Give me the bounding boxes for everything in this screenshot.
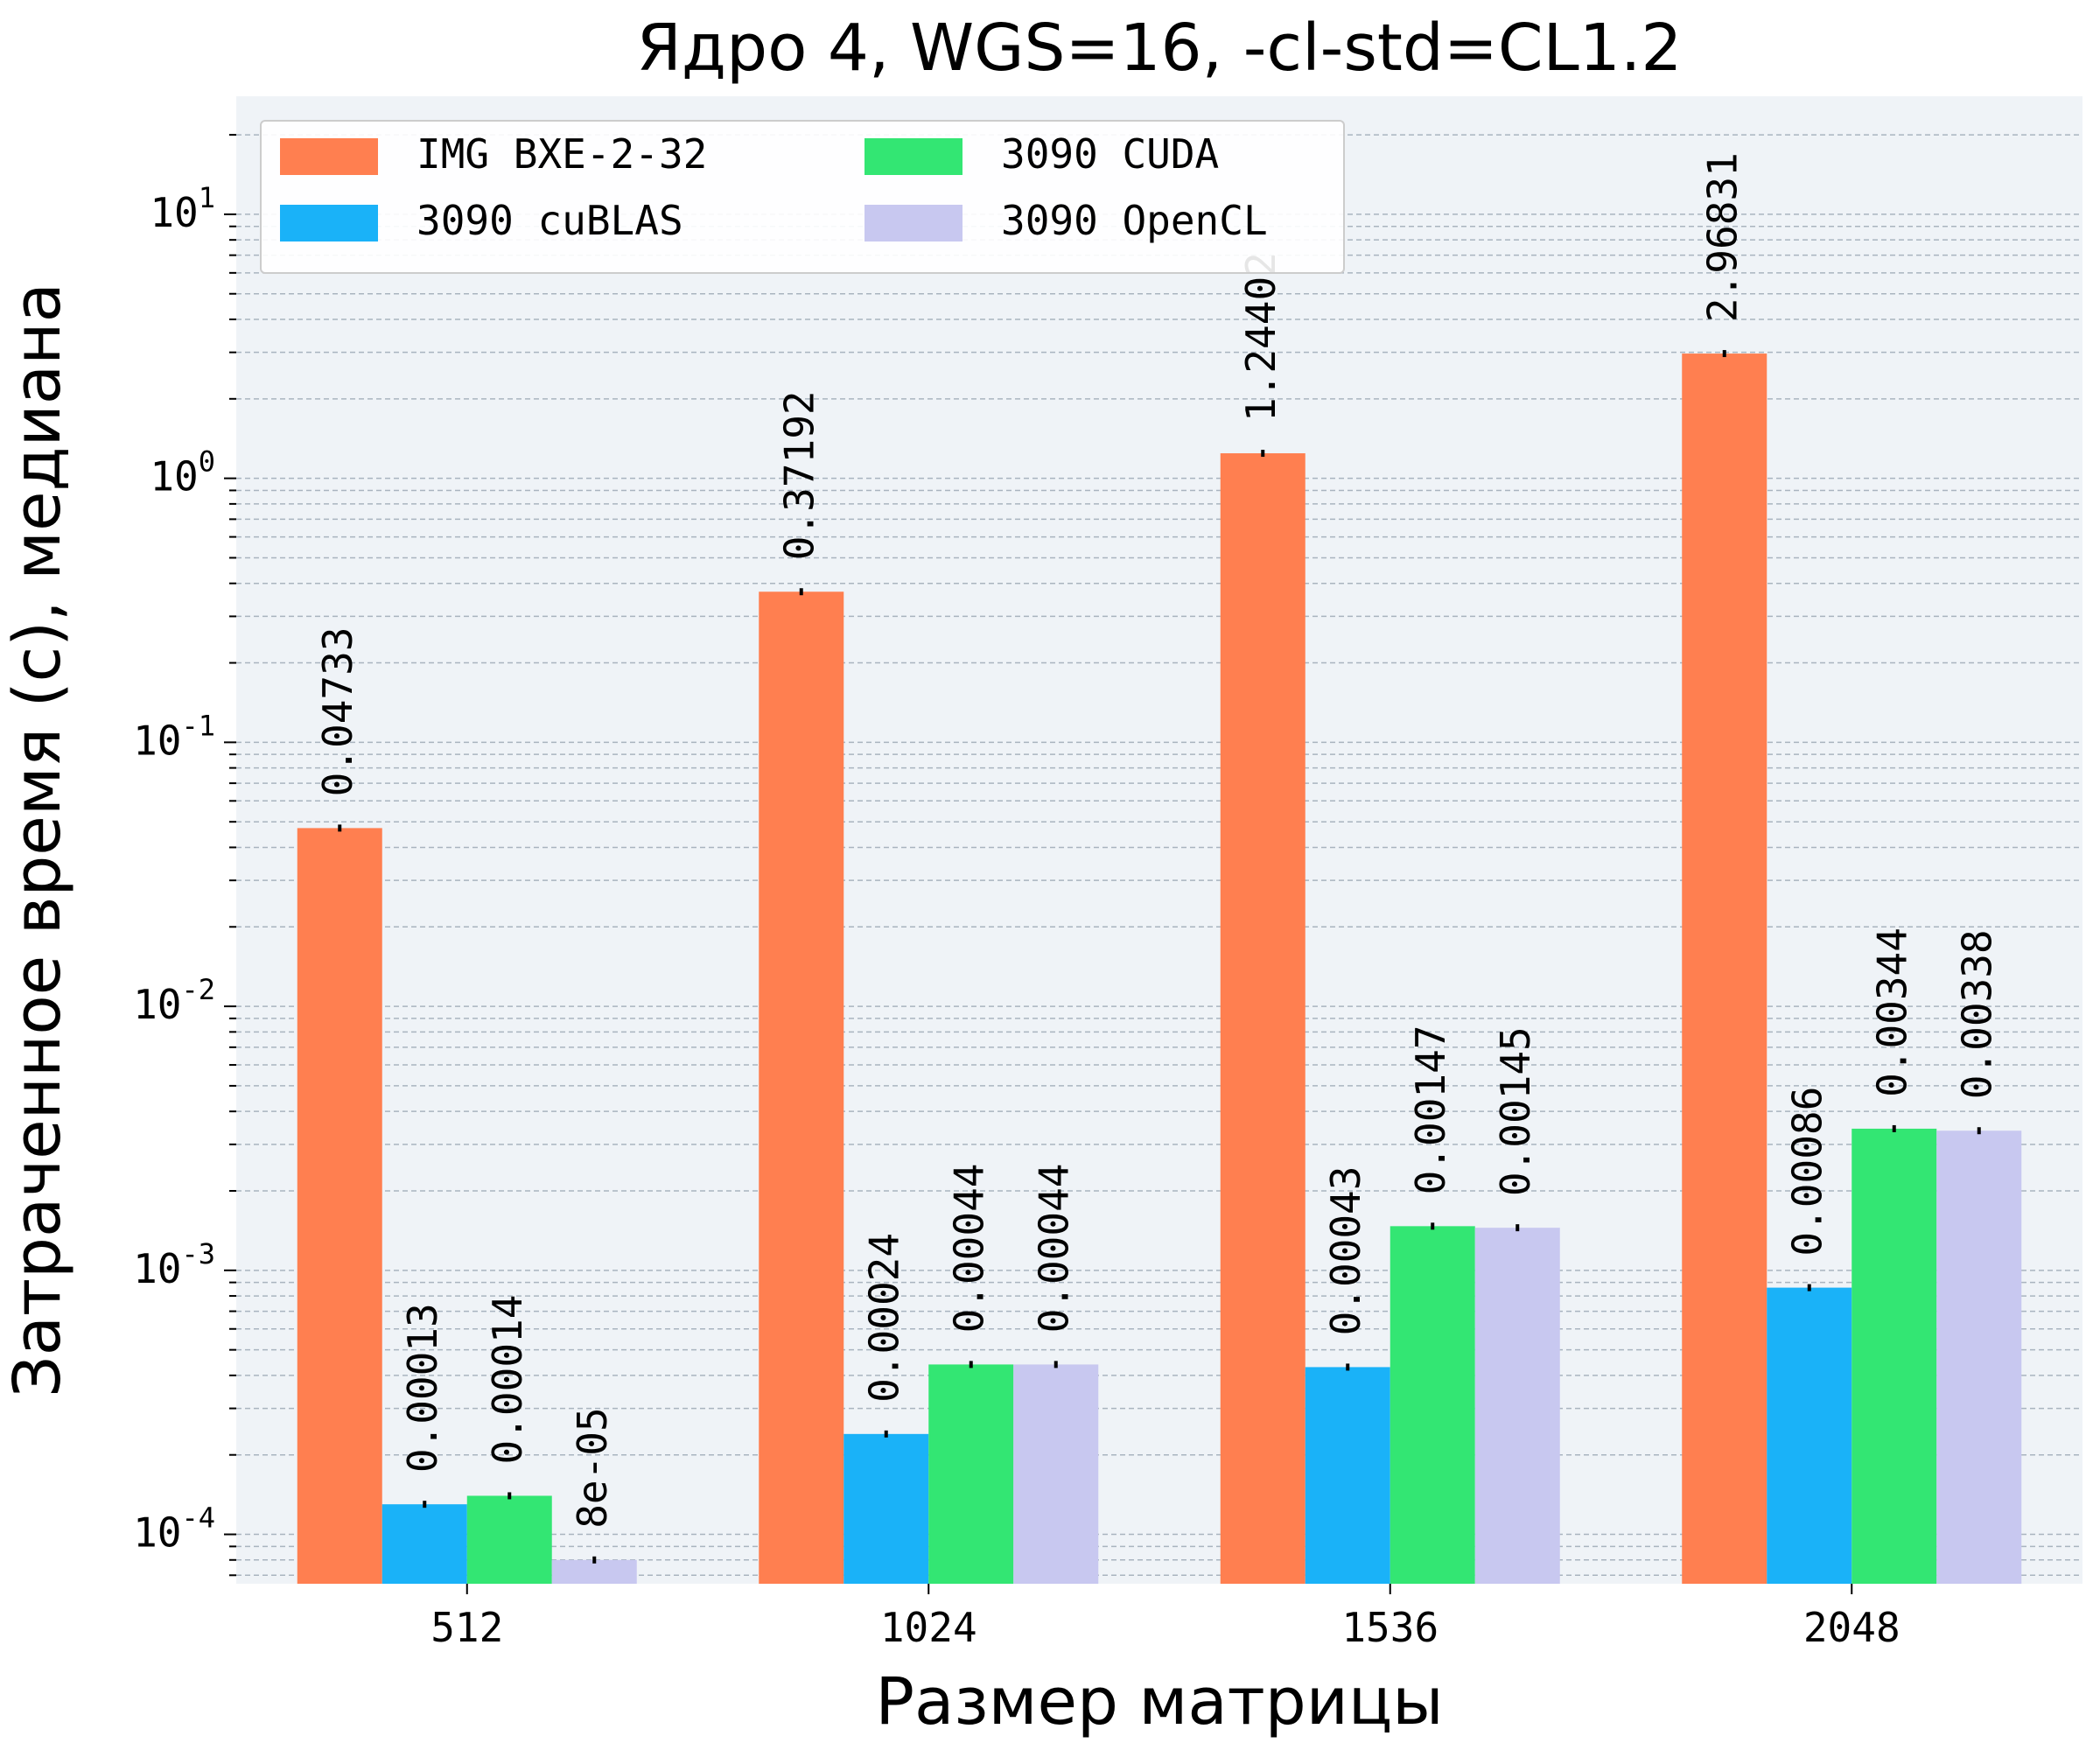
bar — [466, 1495, 552, 1584]
x-tick-label: 512 — [430, 1604, 503, 1651]
data-label: 0.00147 — [1407, 1025, 1454, 1194]
data-label: 0.00086 — [1784, 1087, 1831, 1256]
legend-swatch — [280, 138, 378, 175]
bar — [297, 828, 382, 1584]
x-axis-label: Размер матрицы — [875, 1664, 1443, 1740]
bar — [1767, 1287, 1852, 1584]
data-label: 0.00013 — [399, 1303, 446, 1473]
bar — [1013, 1364, 1099, 1584]
bars — [297, 350, 2022, 1585]
bar — [1474, 1228, 1560, 1584]
data-label: 0.04733 — [314, 627, 361, 797]
x-tick-label: 1536 — [1341, 1604, 1438, 1651]
y-tick-label: 101 — [150, 181, 215, 236]
bar — [551, 1559, 637, 1584]
data-label: 0.00344 — [1869, 928, 1916, 1097]
axes: 10-4 10-3 10-2 10-1 100 101 512 1024 1536 2048 — [133, 134, 1900, 1651]
data-label: 0.00043 — [1322, 1166, 1369, 1336]
bar — [1682, 354, 1768, 1585]
x-tick-label: 1024 — [880, 1604, 977, 1651]
bar — [928, 1364, 1014, 1584]
y-tick-label: 10-2 — [133, 973, 215, 1028]
legend-label: 3090 OpenCL — [1001, 197, 1268, 244]
legend: IMG BXE-2-32 3090 cuBLAS 3090 CUDA 3090 Ope… — [260, 120, 1345, 274]
data-label: 8e-05 — [569, 1407, 616, 1528]
bar — [759, 592, 844, 1584]
bar — [1305, 1367, 1390, 1584]
legend-label: IMG BXE-2-32 — [416, 130, 707, 178]
legend-swatch — [864, 138, 962, 175]
data-label: 1.24402 — [1237, 252, 1284, 422]
legend-box — [260, 120, 1345, 274]
data-labels: 0.04733 0.00013 0.00014 8e-05 0.37192 0.00024… — [314, 152, 2001, 1529]
y-tick-label: 10-4 — [133, 1502, 215, 1557]
y-tick-label: 10-1 — [133, 709, 215, 764]
data-label: 0.00338 — [1954, 929, 2001, 1099]
data-label: 0.00024 — [861, 1233, 908, 1403]
bar — [1852, 1128, 1937, 1584]
x-tick-label: 2048 — [1803, 1604, 1900, 1651]
data-label: 0.37192 — [776, 390, 823, 560]
legend-label: 3090 cuBLAS — [416, 197, 683, 244]
bar — [382, 1504, 467, 1584]
data-label: 0.00145 — [1492, 1026, 1539, 1196]
data-label: 0.00044 — [1031, 1164, 1078, 1334]
data-label: 0.00044 — [946, 1164, 993, 1334]
bar — [844, 1433, 929, 1584]
y-axis-label: Затраченное время (с), медиана — [0, 283, 75, 1397]
legend-swatch — [864, 205, 962, 242]
legend-swatch — [280, 205, 378, 242]
y-tick-label: 100 — [150, 445, 215, 500]
data-label: 0.00014 — [484, 1295, 531, 1465]
legend-label: 3090 CUDA — [1001, 130, 1219, 178]
data-label: 2.96831 — [1699, 152, 1746, 322]
bar — [1936, 1130, 2022, 1584]
bar — [1220, 453, 1306, 1585]
y-tick-label: 10-3 — [133, 1237, 215, 1292]
bar — [1390, 1226, 1475, 1584]
chart-title: Ядро 4, WGS=16, -cl-std=CL1.2 — [637, 10, 1683, 86]
